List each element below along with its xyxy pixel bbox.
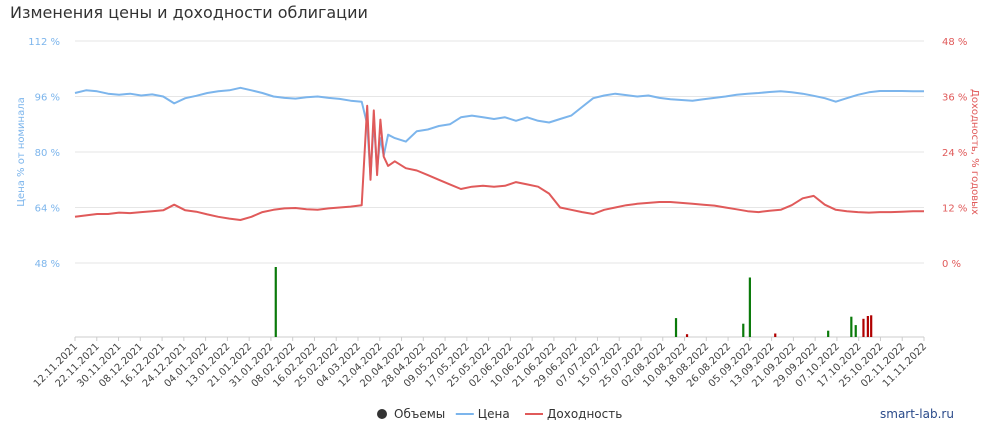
legend-label: Объемы — [394, 407, 445, 421]
right-axis-ticks: 48 % 36 % 24 % 12 % 0 % — [942, 37, 967, 270]
volume-bar — [870, 315, 873, 337]
volume-bar — [827, 330, 830, 337]
volume-bar — [774, 333, 777, 337]
legend-item: Объемы — [377, 407, 445, 421]
right-tick-label: 12 % — [942, 204, 967, 215]
legend-label: Доходность — [547, 407, 622, 421]
left-tick-label: 64 % — [35, 204, 60, 215]
legend: Объемы Цена Доходность — [377, 407, 622, 421]
right-tick-label: 48 % — [942, 37, 967, 48]
grid-lines — [75, 40, 924, 338]
left-tick-label: 48 % — [35, 259, 60, 270]
series-lines — [74, 86, 924, 221]
volume-bar — [274, 267, 277, 337]
right-tick-label: 24 % — [942, 148, 967, 159]
legend-label: Цена — [478, 407, 510, 421]
volume-bar — [674, 318, 678, 337]
right-tick-label: 36 % — [942, 93, 967, 104]
chart-title: Изменения цены и доходности облигации — [10, 3, 368, 22]
volume-bar — [866, 316, 869, 337]
legend-item: Доходность — [525, 407, 622, 421]
volume-bar — [742, 323, 745, 337]
right-axis-label: Доходность, % годовых — [969, 89, 980, 215]
left-tick-label: 96 % — [35, 93, 60, 104]
legend-item: Цена — [455, 407, 510, 421]
volume-bars — [274, 267, 873, 337]
volume-bar — [748, 277, 751, 337]
x-axis-ticks: 12.11.202122.11.202130.11.202108.12.2021… — [32, 337, 929, 390]
volume-bar — [850, 316, 853, 337]
volume-bar — [862, 318, 865, 337]
brand-label: smart-lab.ru — [880, 407, 954, 421]
left-axis-label: Цена % от номинала — [16, 97, 27, 206]
legend-marker-volumes — [377, 409, 387, 419]
volume-bar — [854, 325, 857, 337]
left-tick-label: 112 % — [28, 37, 60, 48]
series-line-yield — [74, 104, 924, 221]
left-axis-ticks: 112 % 96 % 80 % 64 % 48 % — [28, 37, 60, 270]
left-tick-label: 80 % — [35, 148, 60, 159]
right-tick-label: 0 % — [942, 259, 961, 270]
series-line-price — [74, 86, 924, 178]
volume-bar — [685, 334, 689, 337]
